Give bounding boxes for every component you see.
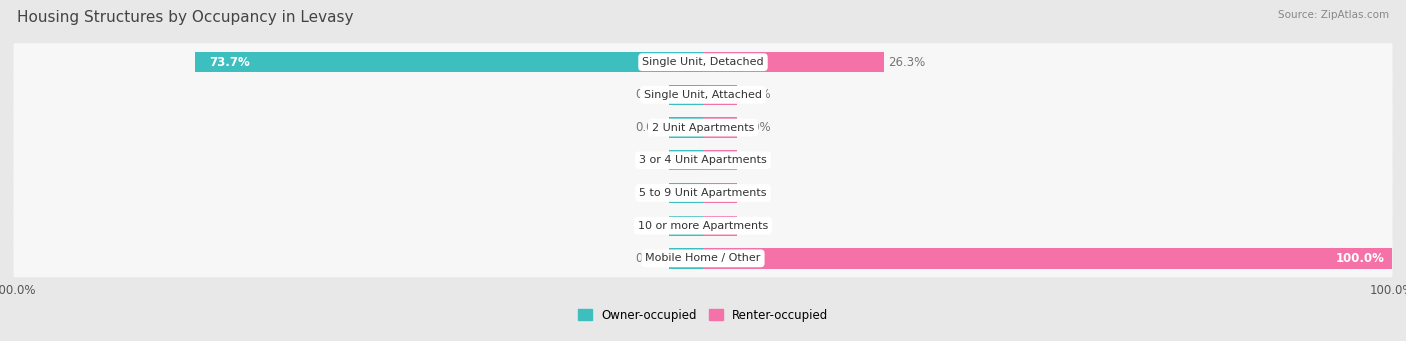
Text: 0.0%: 0.0%	[741, 88, 770, 101]
Text: Source: ZipAtlas.com: Source: ZipAtlas.com	[1278, 10, 1389, 20]
FancyBboxPatch shape	[14, 239, 1392, 277]
Bar	[703, 85, 738, 105]
Text: Mobile Home / Other: Mobile Home / Other	[645, 253, 761, 263]
FancyBboxPatch shape	[14, 207, 1392, 244]
FancyBboxPatch shape	[14, 76, 1392, 114]
Bar	[703, 183, 738, 203]
FancyBboxPatch shape	[14, 141, 1392, 179]
Bar	[669, 85, 703, 105]
Text: 0.0%: 0.0%	[636, 252, 665, 265]
Text: 0.0%: 0.0%	[636, 219, 665, 232]
FancyBboxPatch shape	[14, 43, 1392, 81]
Text: 0.0%: 0.0%	[741, 219, 770, 232]
Text: 0.0%: 0.0%	[636, 154, 665, 167]
Text: 73.7%: 73.7%	[209, 56, 250, 69]
Text: 0.0%: 0.0%	[741, 121, 770, 134]
Text: 0.0%: 0.0%	[636, 88, 665, 101]
Bar	[703, 52, 884, 72]
Text: Housing Structures by Occupancy in Levasy: Housing Structures by Occupancy in Levas…	[17, 10, 353, 25]
Text: 0.0%: 0.0%	[636, 187, 665, 199]
Text: Single Unit, Detached: Single Unit, Detached	[643, 57, 763, 67]
Bar	[703, 248, 1392, 268]
Bar	[703, 117, 738, 138]
Text: 2 Unit Apartments: 2 Unit Apartments	[652, 122, 754, 133]
Bar	[703, 150, 738, 170]
Bar	[195, 52, 703, 72]
Text: Single Unit, Attached: Single Unit, Attached	[644, 90, 762, 100]
Bar	[669, 117, 703, 138]
Legend: Owner-occupied, Renter-occupied: Owner-occupied, Renter-occupied	[572, 304, 834, 326]
Bar	[703, 216, 738, 236]
Bar	[669, 216, 703, 236]
Text: 26.3%: 26.3%	[887, 56, 925, 69]
Bar	[669, 183, 703, 203]
Text: 100.0%: 100.0%	[1336, 252, 1385, 265]
FancyBboxPatch shape	[14, 174, 1392, 212]
Text: 0.0%: 0.0%	[741, 187, 770, 199]
Text: 0.0%: 0.0%	[636, 121, 665, 134]
Bar	[669, 150, 703, 170]
FancyBboxPatch shape	[14, 108, 1392, 147]
Text: 5 to 9 Unit Apartments: 5 to 9 Unit Apartments	[640, 188, 766, 198]
Text: 0.0%: 0.0%	[741, 154, 770, 167]
Text: 3 or 4 Unit Apartments: 3 or 4 Unit Apartments	[640, 155, 766, 165]
Bar	[669, 248, 703, 268]
Text: 10 or more Apartments: 10 or more Apartments	[638, 221, 768, 231]
